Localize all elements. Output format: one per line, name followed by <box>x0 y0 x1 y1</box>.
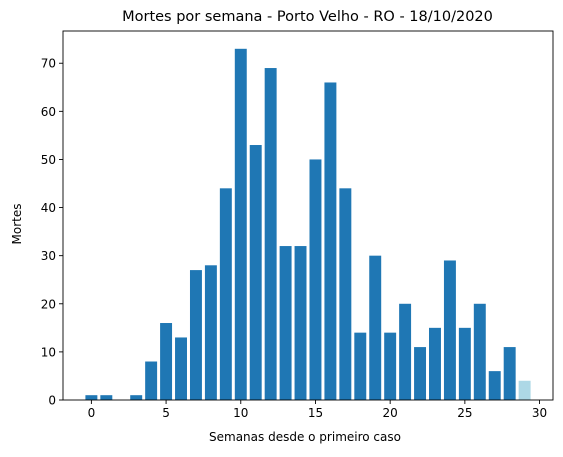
x-axis: 0 5 10 15 20 25 30 <box>88 400 547 420</box>
bar-week-3 <box>130 395 143 400</box>
x-tick-label: 25 <box>457 406 472 420</box>
y-tick-label: 50 <box>41 153 56 167</box>
bar-week-20 <box>384 332 397 400</box>
y-tick-label: 60 <box>41 105 56 119</box>
bar-week-22 <box>414 347 427 400</box>
bar-week-17 <box>339 188 352 400</box>
bar-week-29 <box>518 380 531 400</box>
y-tick-label: 70 <box>41 57 56 71</box>
y-axis: 0 10 20 30 40 50 60 70 <box>41 57 63 408</box>
bar-week-18 <box>354 332 367 400</box>
bar-week-15 <box>309 159 322 400</box>
y-axis-label: Mortes <box>10 204 24 245</box>
bar-week-8 <box>204 265 217 400</box>
bar-week-9 <box>219 188 232 400</box>
bar-week-12 <box>264 68 277 400</box>
x-tick-label: 15 <box>308 406 323 420</box>
y-tick-label: 10 <box>41 345 56 359</box>
bar-week-4 <box>145 361 158 400</box>
plot-frame <box>62 30 554 401</box>
x-tick-label: 0 <box>88 406 96 420</box>
bars-group <box>85 48 531 401</box>
x-tick-label: 20 <box>383 406 398 420</box>
bar-week-19 <box>369 255 382 400</box>
y-tick-label: 40 <box>41 201 56 215</box>
bar-week-5 <box>160 323 173 400</box>
bar-week-28 <box>503 347 516 400</box>
bar-week-7 <box>189 270 202 400</box>
bar-week-27 <box>488 371 501 400</box>
bar-week-13 <box>279 246 292 400</box>
bar-week-23 <box>429 327 441 400</box>
bar-week-10 <box>234 48 247 401</box>
bar-week-0 <box>85 395 98 400</box>
bar-week-26 <box>473 303 486 400</box>
bar-week-16 <box>324 82 337 400</box>
x-tick-label: 5 <box>162 406 170 420</box>
bar-week-6 <box>175 337 187 400</box>
bar-week-1 <box>100 395 113 400</box>
chart-title: Mortes por semana - Porto Velho - RO - 1… <box>122 9 493 25</box>
y-tick-label: 30 <box>41 249 56 263</box>
bar-week-24 <box>443 260 456 400</box>
x-axis-label: Semanas desde o primeiro caso <box>209 430 401 444</box>
axes-group <box>62 30 554 401</box>
bar-week-14 <box>294 246 307 400</box>
bar-week-25 <box>458 327 471 400</box>
bar-week-11 <box>249 145 262 400</box>
bar-week-21 <box>399 303 412 400</box>
y-tick-label: 0 <box>48 394 56 408</box>
x-tick-label: 10 <box>233 406 248 420</box>
x-tick-label: 30 <box>532 406 547 420</box>
y-tick-label: 20 <box>41 297 56 311</box>
